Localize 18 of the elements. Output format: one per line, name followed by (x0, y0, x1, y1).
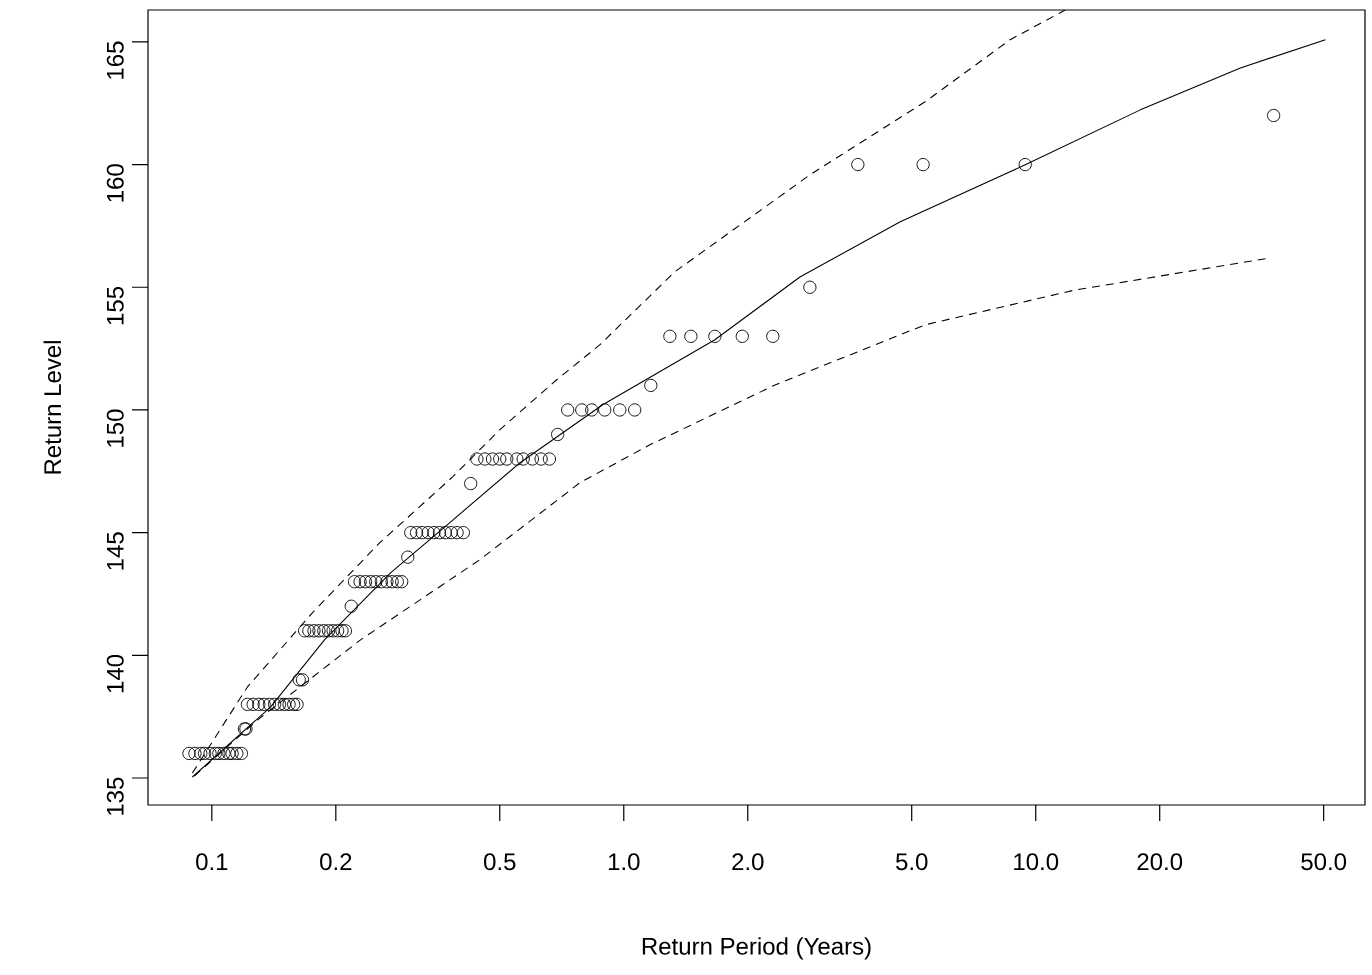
x-tick-label: 2.0 (732, 853, 764, 871)
x-tick-label: 5.0 (895, 853, 928, 871)
x-tick-label: 0.1 (196, 853, 228, 871)
x-tick-label: 1.0 (608, 853, 640, 871)
y-tick-label: 135 (106, 777, 124, 815)
y-tick-label: 160 (106, 164, 124, 202)
y-tick-label: 145 (106, 532, 124, 570)
x-tick-label: 0.5 (484, 853, 516, 871)
x-tick-label: 0.2 (320, 853, 352, 871)
y-tick-label: 150 (106, 409, 124, 447)
y-axis-title: Return Level (43, 341, 62, 474)
y-tick-label: 165 (106, 41, 124, 79)
x-tick-label: 50.0 (1301, 853, 1347, 871)
x-tick-label: 20.0 (1137, 853, 1183, 871)
x-tick-label: 10.0 (1014, 853, 1059, 871)
y-tick-label: 155 (106, 286, 124, 325)
x-axis-title: Return Period (Years) (642, 937, 871, 960)
y-tick-label: 140 (106, 654, 124, 693)
